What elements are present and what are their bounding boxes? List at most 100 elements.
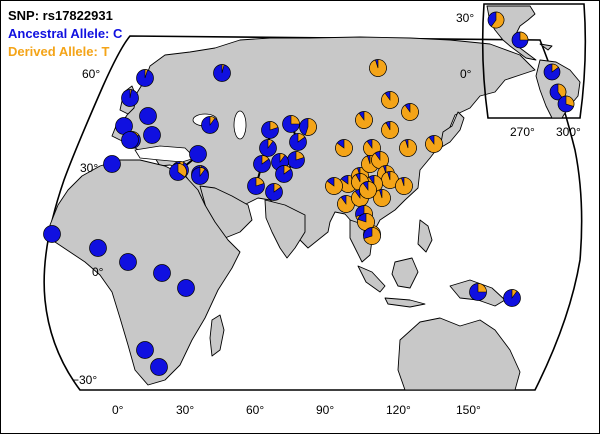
pie-india-1-derived-slice: [255, 177, 265, 187]
pie-spain: [103, 155, 121, 173]
pie-central-africa-2: [153, 264, 171, 282]
pie-russia-north: [201, 116, 219, 134]
pie-central-asia-2: [282, 115, 300, 133]
inset-ticks-label: 300°: [556, 125, 581, 139]
pie-pakistan-3: [275, 165, 293, 183]
india-landmass: [264, 199, 306, 259]
borneo-landmass: [391, 257, 419, 289]
pie-north-africa: [121, 131, 139, 149]
pie-china-north-1-derived-slice: [335, 139, 353, 157]
pie-mongolia-derived-slice: [355, 111, 373, 129]
pie-spain-ancestral-slice: [103, 155, 121, 173]
main-lon-label: 120°: [386, 403, 411, 417]
inset-ticks-label: 270°: [510, 125, 535, 139]
pie-central-asia-6-derived-slice: [295, 151, 305, 161]
pie-italy-south-ancestral-slice: [189, 145, 207, 163]
pie-korea-derived-slice: [399, 139, 417, 157]
inset-ticks-label: 30°: [456, 11, 474, 25]
pie-germany-ancestral-slice: [139, 107, 157, 125]
madagascar-landmass: [209, 314, 225, 357]
pie-central-asia-3: [299, 118, 317, 136]
main-lon-label: 150°: [456, 403, 481, 417]
pie-siberia-3: [401, 103, 419, 121]
pie-west-africa-1: [43, 225, 61, 243]
legend-derived: Derived Allele: T: [8, 44, 109, 59]
pie-middle-east: [191, 167, 209, 185]
pie-italy-north: [143, 126, 161, 144]
pie-central-asia-4: [259, 139, 277, 157]
pie-central-asia-1: [261, 121, 279, 139]
pie-central-asia-1-derived-slice: [269, 121, 279, 131]
pie-india-2-derived-slice: [273, 183, 282, 193]
pie-central-asia-6: [287, 151, 305, 169]
pie-east-africa: [177, 279, 195, 297]
pie-china-9: [395, 177, 413, 195]
pie-egypt: [169, 163, 187, 181]
pie-new-guinea-derived-slice: [477, 283, 487, 293]
pie-china-5-derived-slice: [381, 171, 399, 189]
pie-china-9-derived-slice: [395, 177, 413, 195]
pie-new-guinea: [469, 283, 487, 301]
main-lat-label: 30°: [80, 161, 98, 175]
philippines-landmass: [417, 219, 433, 253]
inset-pie-north-america-derived-slice: [490, 11, 505, 29]
pie-china-south-3-derived-slice: [359, 181, 377, 199]
pie-egypt-derived-slice: [177, 163, 187, 178]
pie-central-asia-4-derived-slice: [267, 139, 274, 149]
pie-britain-derived-slice: [144, 69, 149, 79]
pie-scandinavia: [213, 64, 231, 82]
pie-south-africa-1-ancestral-slice: [136, 341, 154, 359]
main-lon-label: 60°: [246, 403, 264, 417]
pie-pakistan-1-derived-slice: [261, 155, 270, 165]
pie-tibet: [325, 177, 343, 195]
pie-finland: [121, 89, 139, 107]
inset-pie-markers: [487, 11, 575, 113]
pie-india-1: [247, 177, 265, 195]
inset-pie-mexico-derived-slice: [519, 31, 529, 41]
pie-india-2: [265, 183, 283, 201]
main-lon-label: 30°: [176, 403, 194, 417]
main-lon-label: 90°: [316, 403, 334, 417]
pie-bougainville: [503, 289, 521, 307]
java-landmass: [384, 297, 426, 308]
pie-siberia-2: [381, 91, 399, 109]
inset-pie-mexico: [511, 31, 529, 49]
inset-ticks-label: 0°: [460, 67, 472, 81]
pie-china-3: [371, 151, 389, 169]
main-lat-label: −30°: [72, 373, 97, 387]
pie-central-asia-5-derived-slice: [297, 133, 306, 143]
inset-pie-south-america-derived-slice: [565, 95, 575, 107]
pie-finland-derived-slice: [129, 89, 132, 99]
pie-west-africa-2: [89, 239, 107, 257]
pie-east-africa-ancestral-slice: [177, 279, 195, 297]
australia-landmass: [397, 317, 521, 391]
pie-manchuria-derived-slice: [381, 121, 399, 139]
pie-south-africa-1: [136, 341, 154, 359]
main-map-frame: [43, 35, 583, 391]
pie-south-africa-2-ancestral-slice: [150, 358, 168, 376]
inset-ticks: 30° 0° 270° 300°: [456, 11, 581, 139]
pie-central-africa-1: [119, 253, 137, 271]
pie-central-asia-3-derived-slice: [304, 118, 317, 136]
pie-russia-north-derived-slice: [209, 116, 216, 126]
pie-china-south-3: [359, 181, 377, 199]
caspian-sea: [233, 110, 247, 140]
pie-central-asia-2-derived-slice: [290, 115, 300, 125]
pie-scandinavia-derived-slice: [221, 64, 225, 74]
pie-japan: [425, 135, 443, 153]
pie-italy-south: [189, 145, 207, 163]
pie-china-north-1: [335, 139, 353, 157]
pie-pakistan-2-derived-slice: [279, 153, 286, 163]
legend-title: SNP: rs17822931: [8, 8, 113, 23]
pie-siberia-1-derived-slice: [369, 59, 387, 77]
pie-china-5: [381, 171, 399, 189]
pie-manchuria: [381, 121, 399, 139]
pie-west-africa-1-ancestral-slice: [43, 225, 61, 243]
pie-south-africa-2: [150, 358, 168, 376]
pie-siberia-2-derived-slice: [381, 91, 399, 109]
pie-bougainville-derived-slice: [511, 289, 518, 299]
pie-central-asia-5: [289, 133, 307, 151]
pie-mongolia: [355, 111, 373, 129]
main-lat-ticks: 60° 30° 0° −30°: [72, 67, 104, 387]
